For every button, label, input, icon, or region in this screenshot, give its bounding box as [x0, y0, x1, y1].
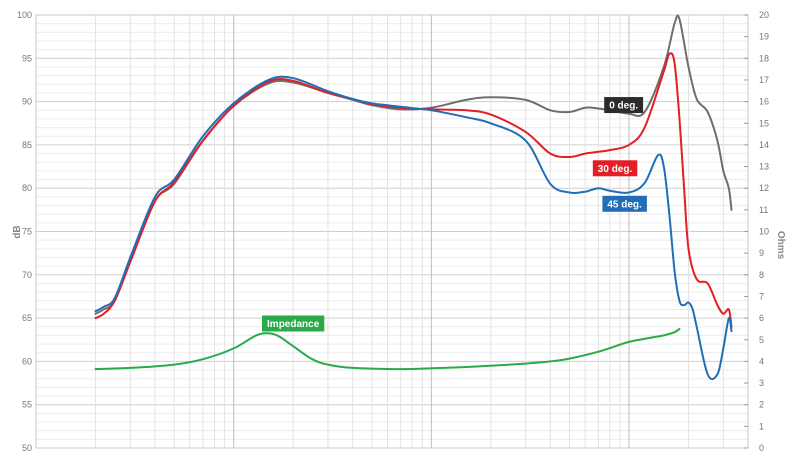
y2-tick-label: 13	[759, 162, 769, 172]
series-label-text: 45 deg.	[607, 199, 642, 210]
y-tick-label: 55	[22, 400, 32, 410]
y2-tick-label: 1	[759, 421, 764, 431]
series-label-30-deg: 30 deg.	[592, 160, 638, 177]
y2-tick-label: 8	[759, 270, 764, 280]
y-tick-label: 100	[17, 10, 32, 20]
y2-tick-label: 10	[759, 227, 769, 237]
series-line-30-deg	[94, 52, 733, 328]
left-axis-ticks: 50 55 60 65 70 75 80 85 90 95 100	[17, 10, 32, 453]
series-label-text: Impedance	[267, 319, 320, 330]
y2-tick-label: 16	[759, 97, 769, 107]
y-tick-label: 80	[22, 183, 32, 193]
series-label-text: 30 deg.	[598, 164, 633, 175]
series-line-impedance	[94, 327, 681, 371]
series-label-text: 0 deg.	[609, 101, 638, 112]
y-tick-label: 65	[22, 313, 32, 323]
y-tick-label: 90	[22, 97, 32, 107]
series-label-box	[262, 315, 325, 332]
series-label-45-deg: 45 deg.	[602, 195, 647, 212]
y2-tick-label: 5	[759, 335, 764, 345]
y-tick-label: 60	[22, 356, 32, 366]
y-tick-label: 95	[22, 53, 32, 63]
y2-tick-label: 18	[759, 53, 769, 63]
y2-tick-label: 15	[759, 118, 769, 128]
y-tick-label: 50	[22, 443, 32, 453]
y2-tick-label: 2	[759, 400, 764, 410]
y-tick-label: 75	[22, 227, 32, 237]
y2-axis-title: Ohms	[775, 231, 786, 260]
series-label-box	[604, 97, 644, 114]
y2-tick-label: 20	[759, 10, 769, 20]
series-labels: 0 deg. 30 deg. 45 deg. Impedance	[262, 97, 647, 332]
y2-tick-label: 11	[759, 205, 768, 215]
y2-tick-label: 0	[759, 443, 764, 453]
series-label-box	[592, 160, 638, 177]
y-axis-title: dB	[12, 225, 23, 238]
y2-tick-label: 17	[759, 75, 769, 85]
y2-tick-label: 3	[759, 378, 764, 388]
series-label-0-deg: 0 deg.	[604, 97, 644, 114]
y2-tick-label: 19	[759, 32, 769, 42]
series-line-45-deg	[94, 75, 733, 381]
y-tick-label: 85	[22, 140, 32, 150]
y-tick-label: 70	[22, 270, 32, 280]
y2-tick-label: 7	[759, 291, 764, 301]
y2-tick-label: 9	[759, 248, 764, 258]
y2-tick-label: 14	[759, 140, 769, 150]
series-label-box	[602, 195, 647, 212]
series-label-impedance: Impedance	[262, 315, 325, 332]
y2-tick-label: 4	[759, 356, 764, 366]
y2-tick-label: 12	[759, 183, 769, 193]
y2-tick-label: 6	[759, 313, 764, 323]
grid-vertical	[35, 14, 749, 449]
series-layer	[94, 14, 733, 381]
